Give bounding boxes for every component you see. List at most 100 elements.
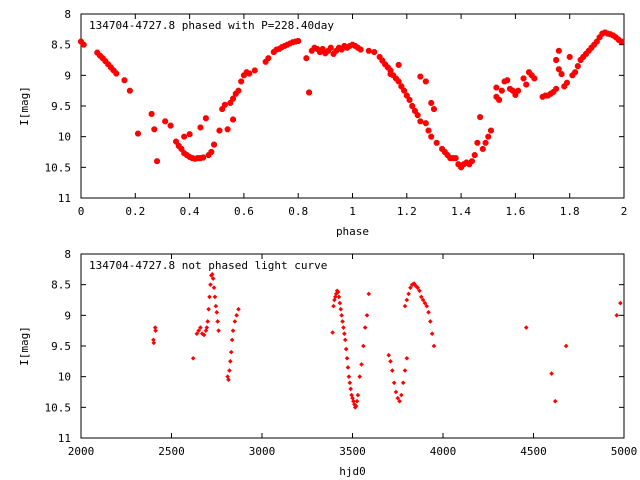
bottom-data-point (205, 319, 210, 324)
bottom-data-point (229, 337, 235, 343)
bottom-data-point (352, 401, 357, 407)
top-data-point (126, 87, 133, 94)
bottom-data-point (336, 294, 342, 300)
bottom-data-point (353, 403, 359, 409)
top-x-tick-label: 1.4 (451, 205, 471, 218)
bottom-data-point (198, 325, 203, 330)
bottom-y-tick-label: 10.5 (45, 401, 72, 414)
bottom-x-tick-label: 3000 (249, 445, 276, 458)
bottom-data-point (215, 319, 220, 324)
top-data-point (430, 106, 437, 113)
bottom-data-point (549, 371, 554, 376)
top-data-point (235, 87, 242, 94)
bottom-data-point (355, 392, 361, 398)
top-plot-frame (80, 13, 625, 199)
bottom-data-point (330, 330, 335, 335)
top-x-tick-label: 2 (621, 205, 628, 218)
bottom-y-tick-label: 8.5 (51, 279, 71, 292)
top-data-point (422, 78, 429, 85)
bottom-data-point (216, 328, 221, 333)
bottom-data-point (151, 337, 156, 343)
top-data-point (520, 75, 527, 82)
bottom-data-point (347, 380, 353, 386)
top-y-tick-label: 9.5 (51, 100, 71, 113)
bottom-y-tick-label: 9.5 (51, 340, 71, 353)
top-data-point (414, 112, 421, 119)
bottom-data-point (343, 346, 349, 352)
top-data-point (417, 118, 424, 125)
top-data-point (618, 38, 625, 45)
bottom-data-point (153, 328, 158, 333)
top-chart-title: 134704-4727.8 phased with P=228.40day (89, 19, 334, 32)
top-y-tick-label: 8.5 (51, 39, 71, 52)
bottom-x-tick-label: 3500 (339, 445, 366, 458)
bottom-data-point (344, 355, 350, 361)
top-y-tick-label: 10.5 (45, 161, 72, 174)
top-data-point (230, 116, 236, 123)
bottom-y-tick-label: 11 (58, 432, 71, 445)
top-data-point (485, 133, 492, 140)
top-data-point (531, 75, 538, 82)
top-data-point (238, 78, 245, 85)
bottom-data-point (201, 332, 207, 338)
bottom-data-point (333, 294, 338, 300)
bottom-x-tick-label: 4000 (430, 445, 457, 458)
bottom-data-point (234, 313, 239, 318)
bottom-data-point (417, 288, 422, 294)
top-data-point (121, 77, 128, 84)
bottom-data-point (406, 291, 411, 297)
bottom-data-point (359, 362, 364, 367)
bottom-data-point (415, 285, 420, 291)
top-data-point (553, 85, 560, 92)
top-data-point (422, 120, 429, 127)
top-data-point (167, 122, 174, 129)
bottom-data-point (390, 368, 395, 373)
bottom-data-point (206, 306, 211, 312)
bottom-data-point (618, 300, 623, 306)
bottom-data-point (362, 325, 368, 330)
bottom-data-point (386, 352, 391, 358)
bottom-data-point (424, 303, 430, 309)
bottom-data-point (342, 331, 347, 337)
bottom-data-point (227, 368, 232, 373)
top-data-point (433, 139, 440, 146)
bottom-data-point (422, 300, 428, 306)
top-data-point (208, 149, 215, 155)
bottom-data-point (340, 319, 345, 324)
bottom-data-point (342, 337, 348, 343)
bottom-data-point (209, 271, 215, 277)
top-x-tick-label: 0.4 (180, 205, 200, 218)
top-data-point (504, 77, 511, 84)
top-data-point (151, 126, 158, 133)
top-data-point (558, 71, 565, 78)
bottom-data-point (399, 392, 404, 398)
bottom-data-point (332, 297, 337, 303)
bottom-data-point (190, 355, 196, 361)
top-data-point (498, 87, 505, 94)
top-x-tick-label: 1.2 (397, 205, 417, 218)
top-data-point (553, 57, 560, 63)
top-data-point (395, 78, 402, 85)
bottom-data-point (404, 297, 410, 303)
bottom-data-point (614, 313, 620, 318)
bottom-data-point (345, 365, 351, 370)
top-y-tick-label: 8 (64, 8, 71, 21)
top-y-tick-label: 9 (64, 69, 71, 82)
bottom-data-point (397, 398, 402, 404)
top-data-point (211, 141, 217, 148)
top-data-point (566, 53, 573, 60)
bottom-data-point (225, 374, 230, 379)
bottom-data-point (402, 368, 408, 373)
top-data-point (555, 47, 562, 54)
top-data-point (493, 84, 500, 91)
bottom-data-point (236, 306, 241, 312)
top-data-point (425, 127, 432, 134)
bottom-x-tick-label: 2000 (68, 445, 95, 458)
top-data-point (371, 49, 378, 55)
bottom-data-point (152, 325, 158, 330)
top-x-tick-label: 1.6 (505, 205, 525, 218)
top-data-point (469, 158, 475, 165)
top-data-point (197, 124, 204, 131)
top-x-axis-label: phase (336, 225, 369, 238)
